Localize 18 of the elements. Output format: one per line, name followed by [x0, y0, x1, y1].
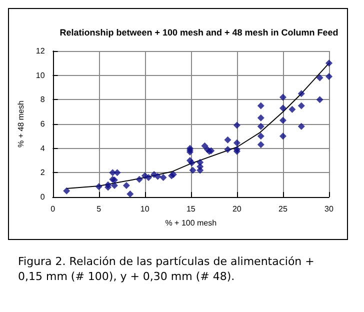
- y-tick-label: 2: [40, 168, 46, 178]
- y-axis-title: % + 48 mesh: [16, 100, 26, 148]
- y-tick-label: 6: [40, 120, 46, 128]
- x-tick-label: 0: [50, 204, 56, 214]
- y-tick-label: 8: [40, 95, 46, 104]
- chart-title: Relationship between + 100 mesh and + 48 mesh in Column Feed: [60, 28, 338, 38]
- x-axis-title: % + 100 mesh: [165, 218, 217, 228]
- x-tick-label: 15: [186, 204, 196, 214]
- y-tick-label: 10: [36, 70, 46, 80]
- text: Figura 2. Relación de las partículas de alimentación + 0,15 mm (# 100), y + 0,30 mm (# 48).: [17, 254, 316, 284]
- y-tick-label: 12: [36, 46, 46, 56]
- x-tick-label: 5: [96, 204, 102, 214]
- y-tick-label: 0: [40, 192, 46, 202]
- x-tick-label: 25: [278, 204, 288, 214]
- x-tick-label: 20: [232, 204, 242, 214]
- x-tick-label: 30: [324, 204, 334, 214]
- y-tick-label: 4: [40, 144, 46, 153]
- x-tick-label: 10: [140, 204, 150, 214]
